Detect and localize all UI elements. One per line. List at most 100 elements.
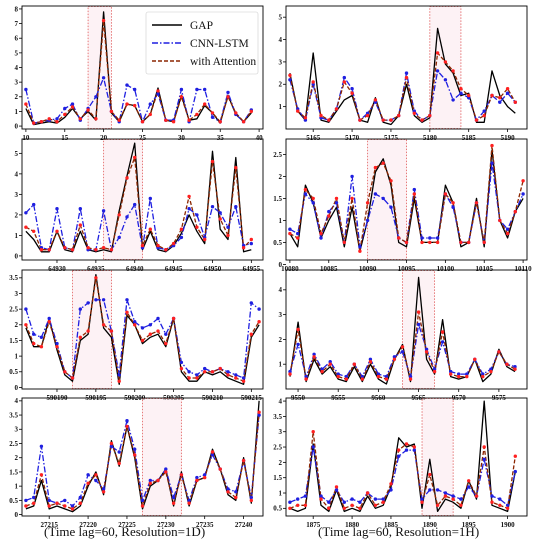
y-tick-label: 2	[279, 81, 283, 89]
y-tick-label: 1	[15, 353, 19, 361]
point-cnn-lstm	[210, 115, 215, 120]
point-cnn-lstm	[125, 215, 129, 219]
point-cnn-lstm	[195, 213, 199, 217]
point-cnn-lstm	[203, 87, 207, 92]
point-cnn-lstm	[117, 373, 121, 377]
point-cnn-lstm	[368, 357, 373, 361]
y-tick-label: 2	[279, 336, 283, 344]
point-cnn-lstm	[101, 76, 106, 80]
point-with-attention	[443, 60, 448, 64]
point-with-attention	[342, 80, 346, 84]
y-tick-label: 7	[15, 20, 19, 28]
x-tick-label: 10090	[359, 265, 377, 273]
plot-frame	[21, 269, 264, 390]
y-tick-label: 0.5	[9, 497, 18, 505]
chart-panel-4: 10080 10085 10090 10095 10100 10105 10110 0 0.5 1…	[273, 138, 532, 273]
point-with-attention	[70, 248, 75, 252]
point-cnn-lstm	[505, 91, 510, 95]
x-tick-label: 5170	[345, 134, 360, 142]
point-cnn-lstm	[210, 205, 215, 209]
y-tick-label: 5	[279, 14, 283, 22]
y-tick-label: 1	[15, 483, 19, 491]
point-cnn-lstm	[125, 83, 129, 87]
point-cnn-lstm	[342, 500, 346, 504]
point-cnn-lstm	[179, 87, 184, 92]
point-cnn-lstm	[101, 487, 106, 491]
point-with-attention	[234, 166, 238, 170]
x-tick-label: 27230	[157, 521, 175, 529]
point-with-attention	[109, 441, 114, 446]
chart-panel-5: 590190 590195 590200 590205 590210 59021500.5…	[9, 269, 264, 402]
point-with-attention	[513, 100, 517, 104]
point-with-attention	[86, 481, 90, 485]
legend-label: GAP	[190, 20, 213, 32]
point-with-attention	[125, 176, 129, 180]
point-with-attention	[319, 497, 323, 501]
point-with-attention	[47, 117, 51, 121]
point-with-attention	[70, 105, 75, 109]
point-with-attention	[226, 233, 230, 238]
point-with-attention	[474, 201, 479, 205]
series-line-cnn-lstm	[289, 446, 516, 506]
point-cnn-lstm	[47, 498, 51, 503]
point-with-attention	[125, 102, 129, 106]
point-cnn-lstm	[63, 106, 67, 111]
chart-panel-8: 1875 1880 1885 1890 1895 1900 0.5 1 1.5 2 2.5 3 3.5 4	[273, 397, 528, 529]
point-with-attention	[358, 249, 362, 253]
point-with-attention	[465, 374, 469, 379]
y-tick-label: 1.5	[9, 468, 18, 476]
point-with-attention	[63, 370, 67, 374]
point-cnn-lstm	[24, 211, 28, 215]
point-with-attention	[171, 241, 176, 246]
point-cnn-lstm	[288, 78, 292, 82]
point-cnn-lstm	[303, 494, 308, 498]
y-tick-label: 0.5	[273, 505, 282, 513]
x-tick-label: 1885	[384, 521, 399, 529]
point-cnn-lstm	[78, 207, 83, 211]
point-with-attention	[55, 229, 59, 233]
point-cnn-lstm	[32, 202, 36, 207]
point-with-attention	[328, 362, 332, 366]
point-with-attention	[459, 503, 463, 507]
point-cnn-lstm	[296, 342, 300, 347]
point-with-attention	[424, 350, 429, 354]
legend: GAP CNN-LSTM with Attention	[145, 11, 259, 75]
point-cnn-lstm	[513, 469, 517, 474]
point-with-attention	[195, 112, 199, 117]
point-cnn-lstm	[125, 298, 129, 302]
point-cnn-lstm	[226, 90, 230, 95]
x-tick-label: 35	[217, 134, 225, 142]
point-with-attention	[467, 240, 471, 245]
point-cnn-lstm	[234, 490, 238, 494]
point-cnn-lstm	[432, 367, 437, 371]
y-tick-label: 1	[279, 217, 283, 225]
point-cnn-lstm	[397, 454, 401, 458]
point-cnn-lstm	[389, 488, 393, 492]
caption-right: (Time lag=60, Resolution=1H)	[318, 524, 480, 539]
point-with-attention	[443, 192, 448, 196]
x-tick-label: 64940	[126, 265, 144, 273]
series-line-gap	[289, 27, 516, 126]
point-cnn-lstm	[32, 332, 36, 336]
point-with-attention	[39, 120, 44, 124]
point-with-attention	[249, 332, 253, 336]
point-with-attention	[148, 481, 152, 485]
point-cnn-lstm	[443, 78, 448, 82]
point-with-attention	[304, 377, 308, 381]
point-cnn-lstm	[179, 360, 184, 365]
point-with-attention	[234, 495, 238, 500]
point-cnn-lstm	[404, 71, 409, 75]
series-line-with-attention	[289, 52, 516, 121]
point-cnn-lstm	[133, 87, 137, 92]
point-with-attention	[334, 196, 339, 201]
point-cnn-lstm	[336, 372, 340, 376]
point-cnn-lstm	[420, 497, 424, 501]
point-with-attention	[179, 473, 184, 477]
y-tick-label: 1	[15, 108, 19, 116]
point-with-attention	[24, 323, 28, 327]
point-with-attention	[296, 503, 300, 507]
point-with-attention	[234, 111, 238, 115]
point-with-attention	[312, 355, 316, 359]
series-line-cnn-lstm	[25, 77, 252, 124]
